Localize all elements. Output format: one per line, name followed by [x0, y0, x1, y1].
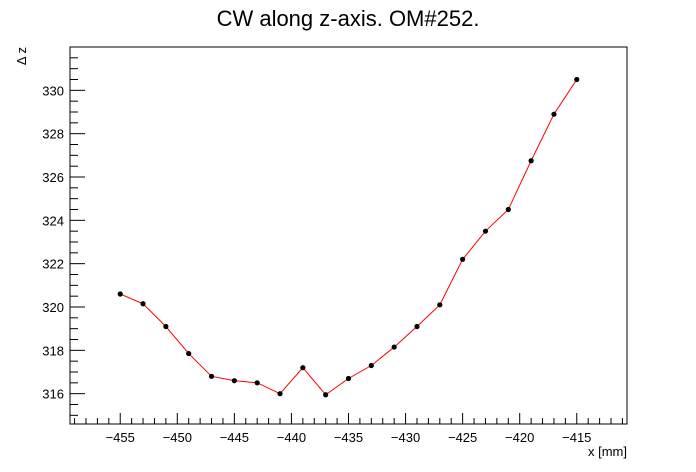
x-tick-label: −455 [106, 430, 135, 445]
data-point [437, 302, 443, 308]
data-point [163, 323, 169, 330]
data-point [505, 206, 511, 213]
x-tick-label: −430 [391, 430, 420, 445]
y-tick-label: 324 [42, 213, 64, 228]
x-tick-label: −435 [334, 430, 363, 445]
y-axis-title: Δ z [14, 47, 29, 65]
data-point [300, 365, 306, 371]
x-tick-label: −425 [448, 430, 477, 445]
data-point [391, 344, 397, 350]
y-axis-tick-labels: 316 318 320 322 324 326 328 330 [42, 83, 64, 401]
x-tick-label: −440 [277, 430, 306, 445]
data-point [460, 256, 466, 262]
data-point [208, 373, 215, 379]
data-point [140, 301, 146, 307]
data-point [574, 76, 580, 83]
x-tick-label: −445 [220, 430, 249, 445]
series-polyline [120, 79, 578, 396]
data-point [528, 158, 534, 164]
data-point [254, 380, 260, 386]
data-point [323, 392, 329, 398]
data-point [277, 391, 283, 397]
y-tick-label: 318 [42, 343, 64, 358]
y-tick-label: 326 [42, 170, 64, 185]
data-point [551, 111, 557, 117]
x-axis-title: x [mm] [588, 444, 627, 459]
x-tick-label: −415 [562, 430, 591, 445]
data-point [345, 375, 352, 382]
plot-frame [69, 46, 628, 425]
y-tick-label: 316 [42, 387, 64, 402]
y-tick-label: 328 [42, 127, 64, 142]
series-points [117, 76, 580, 398]
data-point [414, 323, 420, 330]
y-tick-label: 330 [42, 83, 64, 98]
x-axis-ticks [74, 413, 623, 424]
y-axis-ticks [70, 46, 85, 416]
x-tick-label: −420 [505, 430, 534, 445]
y-tick-label: 320 [42, 300, 64, 315]
data-point [368, 362, 374, 369]
data-point [231, 378, 237, 384]
y-tick-label: 322 [42, 257, 64, 272]
data-point [117, 291, 123, 297]
chart-title: CW along z-axis. OM#252. [217, 6, 480, 31]
x-axis-tick-labels: −455 −450 −445 −440 −435 −430 −425 −420 −415 [106, 430, 592, 445]
x-tick-label: −450 [163, 430, 192, 445]
series-line [120, 79, 578, 396]
data-point [186, 350, 192, 357]
data-point [482, 228, 489, 234]
